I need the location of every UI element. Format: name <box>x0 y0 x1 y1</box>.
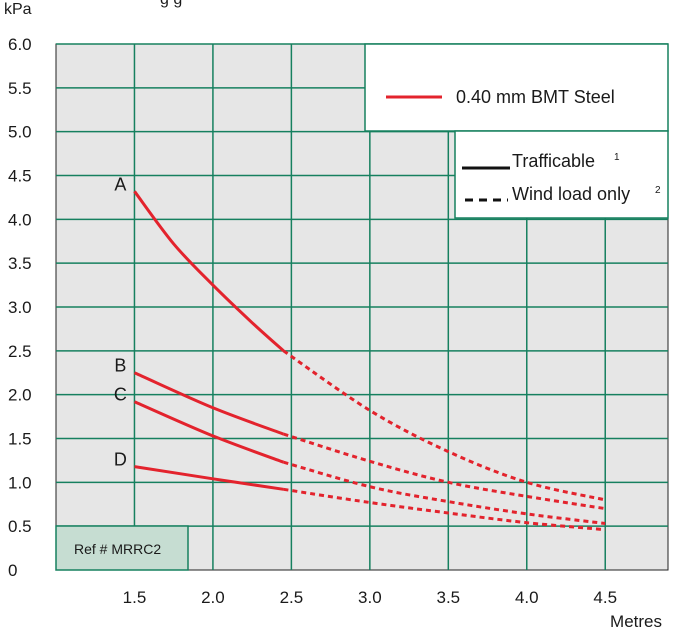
x-tick-label-4: 3.5 <box>436 588 460 607</box>
y-tick-label-5: 2.5 <box>8 342 32 361</box>
y-tick-label-4: 2.0 <box>8 386 32 405</box>
y-tick-label-0: 0 <box>8 561 17 580</box>
curve-a-wind <box>282 349 606 502</box>
curve-d-wind <box>283 487 606 532</box>
x-tick-label-6: 4.5 <box>593 588 617 607</box>
curve-b-wind <box>283 432 606 511</box>
y-axis-unit: kPa <box>4 1 32 18</box>
y-tick-label-11: 5.5 <box>8 79 32 98</box>
curve-c-trafficable <box>133 400 285 464</box>
x-tick-label-3: 3.0 <box>358 588 382 607</box>
curve-a-trafficable <box>133 190 285 352</box>
y-tick-label-3: 1.5 <box>8 430 32 449</box>
legend-steel-box <box>364 43 669 132</box>
curve-label-c: C <box>114 385 127 405</box>
curve-label-b: B <box>114 356 126 376</box>
legend-trafficable-label: Trafficable <box>512 151 595 171</box>
legend-wind-label: Wind load only <box>512 184 630 204</box>
legend-wind-sup: 2 <box>655 185 661 196</box>
curves <box>133 190 606 532</box>
x-tick-label-0: 1.5 <box>123 588 147 607</box>
y-tick-label-1: 0.5 <box>8 517 32 536</box>
grid-lines <box>56 43 668 570</box>
y-tick-label-6: 3.0 <box>8 298 32 317</box>
ref-box <box>55 525 189 571</box>
legend-linestyle-box <box>454 130 669 219</box>
x-tick-label-5: 4.0 <box>515 588 539 607</box>
curve-b-trafficable <box>133 371 285 436</box>
y-tick-label-10: 5.0 <box>8 123 32 142</box>
legend-trafficable-sup: 1 <box>614 152 620 163</box>
x-axis-unit: Metres <box>610 612 662 631</box>
legend-steel-label: 0.40 mm BMT Steel <box>456 87 615 107</box>
x-tick-label-1: 2.0 <box>201 588 225 607</box>
curve-labels: A BC D <box>114 174 127 469</box>
curve-c-wind <box>283 460 606 525</box>
y-tick-label-12: 6.0 <box>8 35 32 54</box>
x-tick-labels: 1.5 2.0 2.5 3.0 3.5 4.0 4.5 <box>123 588 617 607</box>
y-tick-labels: 0 0.5 1.0 1.5 2.0 2.5 3.0 3.5 4.0 4.5 5.0 5.5 6.0 <box>8 35 32 580</box>
chart-title-fragment: g g <box>160 0 182 8</box>
y-tick-label-9: 4.5 <box>8 167 32 186</box>
curve-label-a: A <box>114 174 126 194</box>
x-tick-label-2: 2.5 <box>280 588 304 607</box>
curve-label-d: D <box>114 450 127 470</box>
curve-d-trafficable <box>134 465 284 491</box>
y-tick-label-7: 3.5 <box>8 254 32 273</box>
y-tick-label-2: 1.0 <box>8 473 32 492</box>
y-tick-label-8: 4.0 <box>8 210 32 229</box>
ref-label: Ref # MRRC2 <box>74 541 161 557</box>
